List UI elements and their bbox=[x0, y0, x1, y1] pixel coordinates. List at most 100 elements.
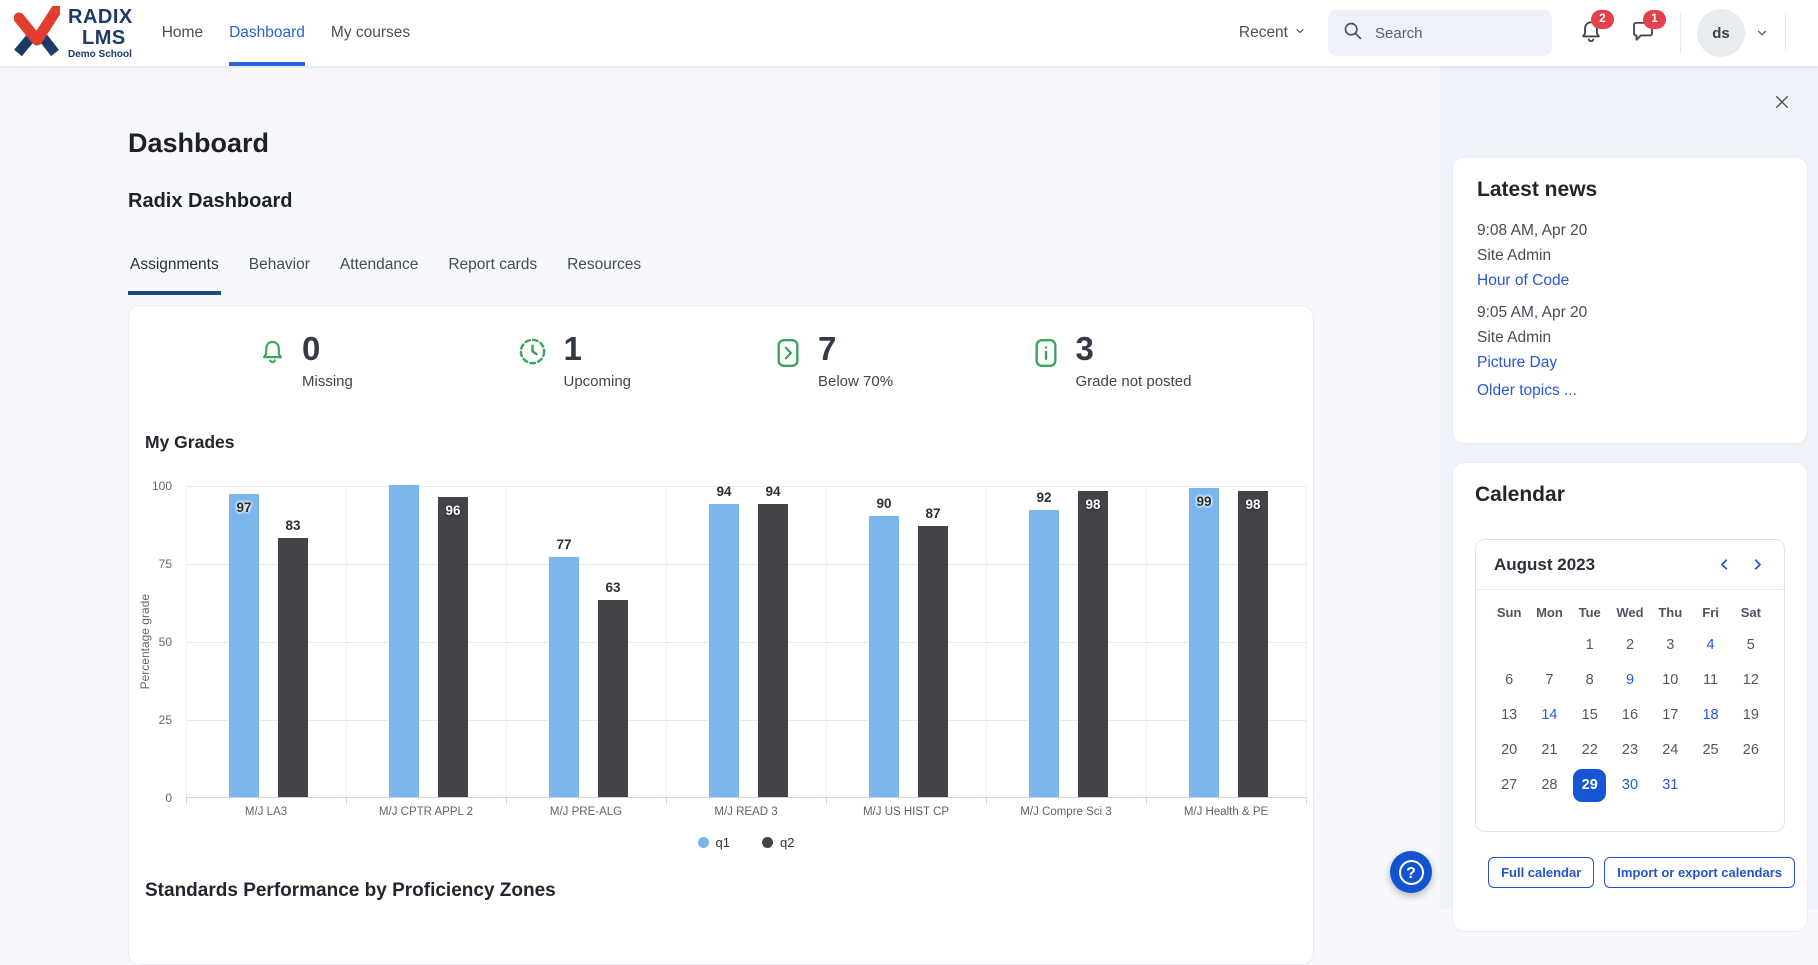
calendar-day-empty bbox=[1489, 628, 1529, 663]
calendar-day-24: 24 bbox=[1662, 742, 1679, 758]
user-menu-chevron-icon[interactable] bbox=[1755, 26, 1769, 40]
tab-report-cards[interactable]: Report cards bbox=[448, 256, 538, 273]
calendar-day-30[interactable]: 30 bbox=[1621, 777, 1639, 793]
bar-q2-m-j-compre-sci-3[interactable] bbox=[1078, 491, 1108, 797]
notification-badge: 2 bbox=[1591, 9, 1614, 29]
stat-value: 7 bbox=[818, 330, 837, 367]
calendar-day-7: 7 bbox=[1545, 672, 1554, 688]
calendar-day-4[interactable]: 4 bbox=[1706, 637, 1715, 653]
bar-value-label: 99 bbox=[1196, 494, 1212, 510]
calendar-day-31[interactable]: 31 bbox=[1662, 777, 1679, 793]
radix-lms-logo[interactable]: RADIX LMS Demo School bbox=[0, 0, 133, 66]
gridline bbox=[186, 486, 187, 798]
chart-legend: q1 q2 bbox=[186, 835, 1306, 850]
y-tick-label: 25 bbox=[158, 713, 172, 727]
avatar[interactable]: ds bbox=[1697, 9, 1745, 57]
x-category-label: M/J CPTR APPL 2 bbox=[378, 806, 474, 818]
x-tick bbox=[666, 798, 667, 804]
bar-q2-m-j-us-hist-cp[interactable] bbox=[918, 525, 948, 797]
calendar-day-21: 21 bbox=[1541, 742, 1558, 758]
assignments-panel: 0 Missing 1 Upcoming 7 Below 70% 3 Grade not po… bbox=[128, 305, 1314, 965]
tab-resources[interactable]: Resources bbox=[567, 256, 642, 273]
my-grades-title: My Grades bbox=[145, 432, 235, 452]
news-topic-link[interactable]: Picture Day bbox=[1477, 354, 1558, 371]
calendar-day-1: 1 bbox=[1585, 637, 1594, 653]
help-button[interactable]: ? bbox=[1390, 851, 1432, 893]
brand-title-top: RADIX bbox=[68, 5, 133, 28]
bar-value-label: 97 bbox=[236, 500, 252, 516]
tab-assignments[interactable]: Assignments bbox=[128, 252, 221, 295]
close-drawer-button[interactable] bbox=[1768, 90, 1796, 118]
chart-x-labels: M/J LA3 M/J CPTR APPL 2 M/J PRE-ALG M/J REA… bbox=[186, 806, 1306, 818]
calendar-day-18[interactable]: 18 bbox=[1702, 707, 1719, 723]
news-author: Site Admin bbox=[1477, 329, 1552, 346]
messages-button[interactable]: 1 bbox=[1630, 9, 1666, 49]
x-tick bbox=[986, 798, 987, 804]
legend-dot bbox=[697, 837, 709, 848]
bar-q2-m-j-cptr-appl-2[interactable] bbox=[438, 497, 468, 797]
standards-section-title: Standards Performance by Proficiency Zon… bbox=[145, 880, 556, 901]
dashboard-subtitle: Radix Dashboard bbox=[128, 190, 293, 212]
bar-q2-m-j-la3[interactable] bbox=[278, 538, 308, 797]
stat-value: 3 bbox=[1075, 330, 1094, 367]
recent-dropdown[interactable]: Recent bbox=[1239, 24, 1306, 42]
bar-q1-m-j-compre-sci-3[interactable] bbox=[1029, 509, 1059, 797]
calendar-day-27: 27 bbox=[1501, 777, 1518, 793]
calendar-month-label: August 2023 bbox=[1494, 554, 1596, 574]
calendar-day-empty bbox=[1529, 628, 1569, 663]
import-or-export-calendars-button[interactable]: Import or export calendars bbox=[1604, 857, 1795, 888]
bar-q2-m-j-pre-alg[interactable] bbox=[598, 600, 628, 797]
bar-q1-m-j-cptr-appl-2[interactable] bbox=[389, 485, 419, 797]
legend-label: q1 bbox=[715, 835, 730, 850]
calendar-day-29[interactable]: 29 bbox=[1570, 768, 1610, 803]
calendar-day-10: 10 bbox=[1662, 672, 1679, 688]
bar-q1-m-j-us-hist-cp[interactable] bbox=[869, 516, 899, 797]
stat-text: 1 Upcoming bbox=[564, 332, 632, 390]
nav-link-home[interactable]: Home bbox=[161, 24, 204, 41]
older-topics-link[interactable]: Older topics ... bbox=[1477, 382, 1577, 399]
notifications-button[interactable]: 2 bbox=[1578, 9, 1614, 49]
calendar-day-12: 12 bbox=[1742, 672, 1759, 688]
bar-value-label: 63 bbox=[605, 580, 621, 596]
stat-below-70: 7 Below 70% bbox=[774, 332, 1032, 390]
bar-value-label: 83 bbox=[285, 518, 301, 534]
full-calendar-button[interactable]: Full calendar bbox=[1488, 857, 1595, 888]
x-axis-line bbox=[186, 797, 1306, 798]
y-tick-label: 100 bbox=[151, 479, 172, 493]
x-tick bbox=[826, 798, 827, 804]
legend-dot bbox=[762, 837, 773, 848]
bar-value-label: 92 bbox=[1036, 489, 1052, 505]
bar-q2-m-j-health-pe[interactable] bbox=[1238, 491, 1268, 797]
calendar-next-button[interactable] bbox=[1749, 556, 1766, 573]
stat-text: 0 Missing bbox=[302, 332, 353, 390]
chevron-square-icon bbox=[774, 335, 802, 390]
bar-value-label: 87 bbox=[925, 505, 941, 521]
bar-q2-m-j-read-3[interactable] bbox=[758, 503, 788, 797]
bar-value-label: 90 bbox=[876, 496, 892, 512]
tab-attendance[interactable]: Attendance bbox=[339, 256, 419, 273]
nav-link-dashboard[interactable]: Dashboard bbox=[216, 0, 318, 66]
legend-item-q2[interactable]: q2 bbox=[762, 835, 794, 850]
news-item: 9:08 AM, Apr 20 Site Admin Hour of Code bbox=[1477, 218, 1783, 293]
calendar-day-14[interactable]: 14 bbox=[1541, 707, 1558, 723]
bar-q1-m-j-pre-alg[interactable] bbox=[549, 556, 579, 797]
calendar-day-9[interactable]: 9 bbox=[1625, 672, 1635, 688]
gridline bbox=[986, 486, 987, 798]
calendar-prev-button[interactable] bbox=[1716, 556, 1733, 573]
calendar-day-empty bbox=[1731, 768, 1771, 803]
bar-q1-m-j-health-pe[interactable] bbox=[1189, 488, 1219, 797]
bar-q1-m-j-read-3[interactable] bbox=[709, 503, 739, 797]
calendar-day-20: 20 bbox=[1501, 742, 1518, 758]
tab-behavior[interactable]: Behavior bbox=[248, 256, 310, 273]
legend-item-q1[interactable]: q1 bbox=[697, 835, 730, 850]
bar-q1-m-j-la3[interactable] bbox=[229, 494, 259, 797]
x-tick bbox=[1306, 798, 1307, 804]
page-title: Dashboard bbox=[128, 128, 270, 158]
stat-text: 3 Grade not posted bbox=[1076, 332, 1192, 390]
message-badge: 1 bbox=[1643, 9, 1666, 29]
nav-link-my-courses[interactable]: My courses bbox=[330, 24, 411, 41]
news-time: 9:05 AM, Apr 20 bbox=[1477, 304, 1588, 321]
search-input[interactable] bbox=[1373, 23, 1507, 43]
bar-value-label: 94 bbox=[765, 483, 781, 499]
news-topic-link[interactable]: Hour of Code bbox=[1477, 272, 1570, 289]
